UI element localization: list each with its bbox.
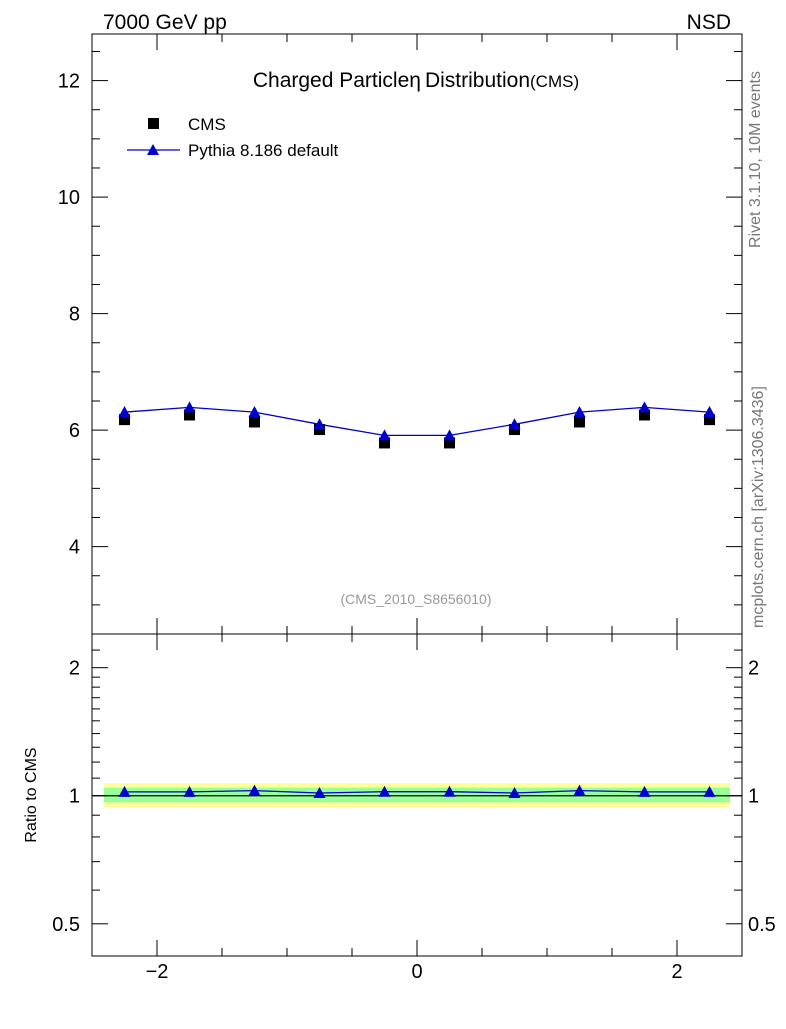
ratio-pythia-line [124,789,710,794]
x-tick-label: −2 [146,961,169,983]
ratio-y-tick-label: 2 [69,658,80,680]
legend-cms-marker [148,118,159,129]
chart-title-text: Charged Particle [253,69,409,92]
legend: CMS Pythia 8.186 default [127,115,339,160]
energy-label: 7000 GeV pp [103,11,227,34]
ratio-y-tick-label-right: 1 [748,786,759,808]
legend-pythia-marker [147,144,159,155]
pythia-point [508,418,521,430]
ratio-y-tick-label-right: 0.5 [748,914,776,936]
ratio-panel: 0.5 0.5 1 1 2 2 −2 0 2 Ratio to CMS [23,633,776,983]
pythia-point [313,418,326,430]
y-tick-label: 4 [69,537,80,559]
process-label: NSD [687,11,731,34]
ratio-pythia-point [508,786,521,798]
ratio-pythia-point [183,785,196,797]
pythia-point [703,406,716,418]
ratio-pythia-point [248,784,261,796]
cms-point [704,414,715,426]
ratio-pythia-point [313,786,326,798]
ratio-pythia-point [638,785,651,797]
pythia-point [573,406,586,418]
cms-point [314,424,325,436]
chart-title-eta: η [409,69,421,92]
ratio-y-tick-label-right: 2 [748,658,759,680]
pythia-line [124,406,710,437]
main-axes: 4 6 8 10 12 [58,34,743,634]
cms-point [249,416,260,428]
x-tick-label: 2 [671,961,682,983]
ratio-y-tick-label: 1 [69,786,80,808]
chart-title-rest: Distribution [425,69,530,92]
pythia-point [638,401,651,413]
cms-point [509,424,520,436]
cms-point [184,409,195,421]
ratio-pythia-point [573,784,586,796]
y-tick-label: 6 [69,420,80,442]
pythia-point [183,401,196,413]
cms-point [379,437,390,449]
cms-point [574,416,585,428]
pythia-point [118,406,131,418]
uncertainty-band-inner [104,787,730,803]
legend-cms-label: CMS [188,115,226,134]
legend-pythia-label: Pythia 8.186 default [188,141,339,160]
pythia-point [248,406,261,418]
analysis-watermark: (CMS_2010_S8656010) [341,591,492,607]
chart-title-suffix: (CMS) [530,72,579,91]
pythia-point [443,429,456,441]
main-marks [118,401,716,449]
mcplots-label: mcplots.cern.ch [arXiv:1306.3436] [750,386,767,628]
y-tick-label: 8 [69,304,80,326]
rivet-label: Rivet 3.1.10, 10M events [747,71,764,248]
y-tick-label: 10 [58,187,80,209]
ratio-pythia-point [378,785,391,797]
ratio-pythia-point [118,785,131,797]
y-tick-label: 12 [58,71,80,93]
cms-point [639,409,650,421]
ratio-pythia-point [703,785,716,797]
cms-point [444,437,455,449]
ratio-pythia-point [443,785,456,797]
x-tick-label: 0 [411,961,422,983]
ratio-axes: 0.5 0.5 1 1 2 2 −2 0 2 [52,634,776,983]
ratio-y-tick-label: 0.5 [52,914,80,936]
cms-point [119,414,130,426]
chart-title: Charged Particleη Distribution(CMS) [253,69,579,92]
ratio-marks [92,784,742,798]
pythia-point [378,429,391,441]
ratio-ylabel: Ratio to CMS [23,747,40,842]
